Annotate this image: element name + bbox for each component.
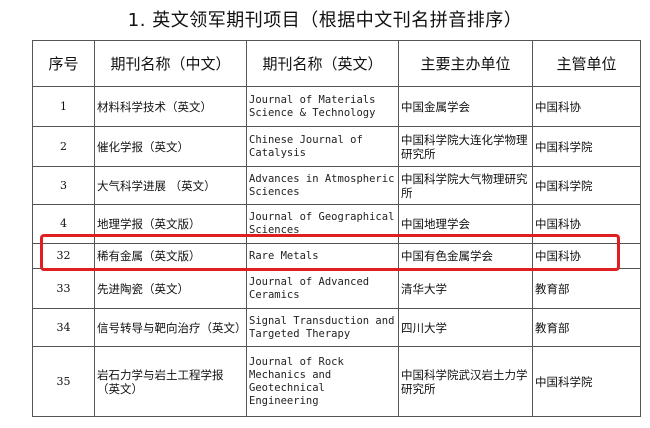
row-number: 35 — [32, 346, 95, 417]
row-number: 34 — [32, 308, 95, 347]
journal-name-cn: 大气科学进展 （英文） — [94, 166, 247, 205]
table-row: 3 大气科学进展 （英文） Advances in Atmospheric Scie… — [32, 166, 641, 205]
header-authority: 主管单位 — [532, 40, 641, 87]
journal-name-cn: 信号转导与靶向治疗（英文） — [94, 308, 247, 347]
journal-name-en: Signal Transduction and Targeted Therapy — [246, 308, 399, 347]
journal-name-cn: 稀有金属（英文版） — [94, 243, 247, 269]
authority-unit: 中国科学院 — [532, 346, 641, 417]
journal-name-en: Journal of Materials Science & Technolog… — [246, 86, 399, 127]
journal-name-cn: 催化学报（英文） — [94, 126, 247, 167]
row-number: 4 — [32, 204, 95, 244]
authority-unit: 中国科协 — [532, 86, 641, 127]
journal-name-cn: 岩石力学与岩土工程学报（英文） — [94, 346, 247, 417]
sponsor-unit: 中国科学院武汉岩土力学研究所 — [398, 346, 533, 417]
authority-unit: 中国科学院 — [532, 166, 641, 205]
sponsor-unit: 中国科学院大连化学物理研究所 — [398, 126, 533, 167]
sponsor-unit: 四川大学 — [398, 308, 533, 347]
journal-name-cn: 先进陶瓷（英文） — [94, 268, 247, 309]
table-row: 1 材料科学技术（英文） Journal of Materials Science … — [32, 86, 641, 127]
row-number: 33 — [32, 268, 95, 309]
page-title: 1. 英文领军期刊项目（根据中文刊名拼音排序） — [127, 10, 523, 31]
sponsor-unit: 中国有色金属学会 — [398, 243, 533, 269]
header-en-name: 期刊名称（英文） — [246, 40, 399, 87]
table-row: 35 岩石力学与岩土工程学报（英文） Journal of Rock Mechani… — [32, 346, 641, 417]
journal-table: 序号 期刊名称（中文） 期刊名称（英文） 主要主办单位 主管单位 1 材料科学技术… — [32, 40, 641, 417]
header-cn-name: 期刊名称（中文） — [94, 40, 247, 87]
sponsor-unit: 中国金属学会 — [398, 86, 533, 127]
journal-name-en: Journal of Geographical Sciences — [246, 204, 399, 244]
journal-name-cn: 地理学报（英文版） — [94, 204, 247, 244]
table-row: 4 地理学报（英文版） Journal of Geographical Scienc… — [32, 204, 641, 244]
header-sponsor: 主要主办单位 — [398, 40, 533, 87]
table-row: 33 先进陶瓷（英文） Journal of Advanced Ceramics 清华… — [32, 268, 641, 309]
authority-unit: 中国科协 — [532, 204, 641, 244]
journal-name-cn: 材料科学技术（英文） — [94, 86, 247, 127]
sponsor-unit: 中国地理学会 — [398, 204, 533, 244]
journal-name-en: Journal of Advanced Ceramics — [246, 268, 399, 309]
table-row: 32 稀有金属（英文版） Rare Metals 中国有色金属学会 中国科协 — [32, 243, 641, 269]
sponsor-unit: 清华大学 — [398, 268, 533, 309]
journal-name-en: Rare Metals — [246, 243, 399, 269]
authority-unit: 中国科协 — [532, 243, 641, 269]
table-header-row: 序号 期刊名称（中文） 期刊名称（英文） 主要主办单位 主管单位 — [32, 40, 641, 87]
journal-name-en: Advances in Atmospheric Sciences — [246, 166, 399, 205]
sponsor-unit: 中国科学院大气物理研究所 — [398, 166, 533, 205]
authority-unit: 教育部 — [532, 268, 641, 309]
journal-name-en: Journal of Rock Mechanics and Geotechnic… — [246, 346, 399, 417]
journal-name-en: Chinese Journal of Catalysis — [246, 126, 399, 167]
row-number: 3 — [32, 166, 95, 205]
table-row: 34 信号转导与靶向治疗（英文） Signal Transduction and T… — [32, 308, 641, 347]
table-row: 2 催化学报（英文） Chinese Journal of Catalysis 中国科… — [32, 126, 641, 167]
authority-unit: 中国科学院 — [532, 126, 641, 167]
authority-unit: 教育部 — [532, 308, 641, 347]
row-number: 32 — [32, 243, 95, 269]
row-number: 1 — [32, 86, 95, 127]
header-no: 序号 — [32, 40, 95, 87]
row-number: 2 — [32, 126, 95, 167]
